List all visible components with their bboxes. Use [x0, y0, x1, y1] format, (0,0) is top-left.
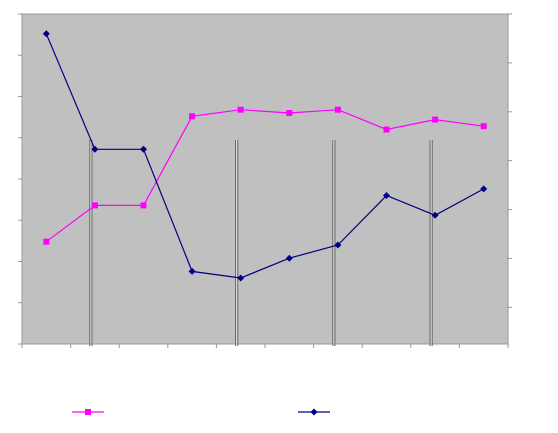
data-point-square [286, 110, 293, 116]
data-point-diamond [480, 185, 488, 193]
series-layer [42, 30, 488, 282]
data-point-square [91, 202, 98, 209]
data-point-diamond [42, 30, 50, 38]
series-line [45, 33, 484, 279]
data-point-diamond [383, 192, 390, 199]
data-point-diamond [334, 241, 342, 249]
data-point-diamond [431, 211, 439, 219]
legend-marker-square [85, 409, 91, 415]
legend-marker-diamond [310, 408, 318, 416]
data-point-square [334, 106, 341, 113]
data-point-diamond [285, 254, 293, 262]
plot-area [21, 13, 509, 345]
data-point-square [189, 113, 196, 120]
right-axis-ticks [508, 13, 512, 308]
data-point-square [237, 106, 244, 113]
data-point-square [480, 123, 487, 130]
x-axis-ticks [21, 344, 509, 348]
data-point-diamond [237, 274, 245, 282]
data-point-square [140, 202, 147, 209]
data-point-square [383, 126, 390, 133]
data-point-diamond [91, 145, 99, 153]
data-point-square [432, 116, 439, 123]
series-line [45, 109, 484, 243]
data-point-square [43, 238, 50, 245]
data-point-diamond [188, 267, 196, 275]
data-point-diamond [140, 145, 147, 153]
vertical-markers [89, 140, 433, 346]
left-axis-ticks [18, 13, 22, 345]
legend [72, 408, 330, 416]
